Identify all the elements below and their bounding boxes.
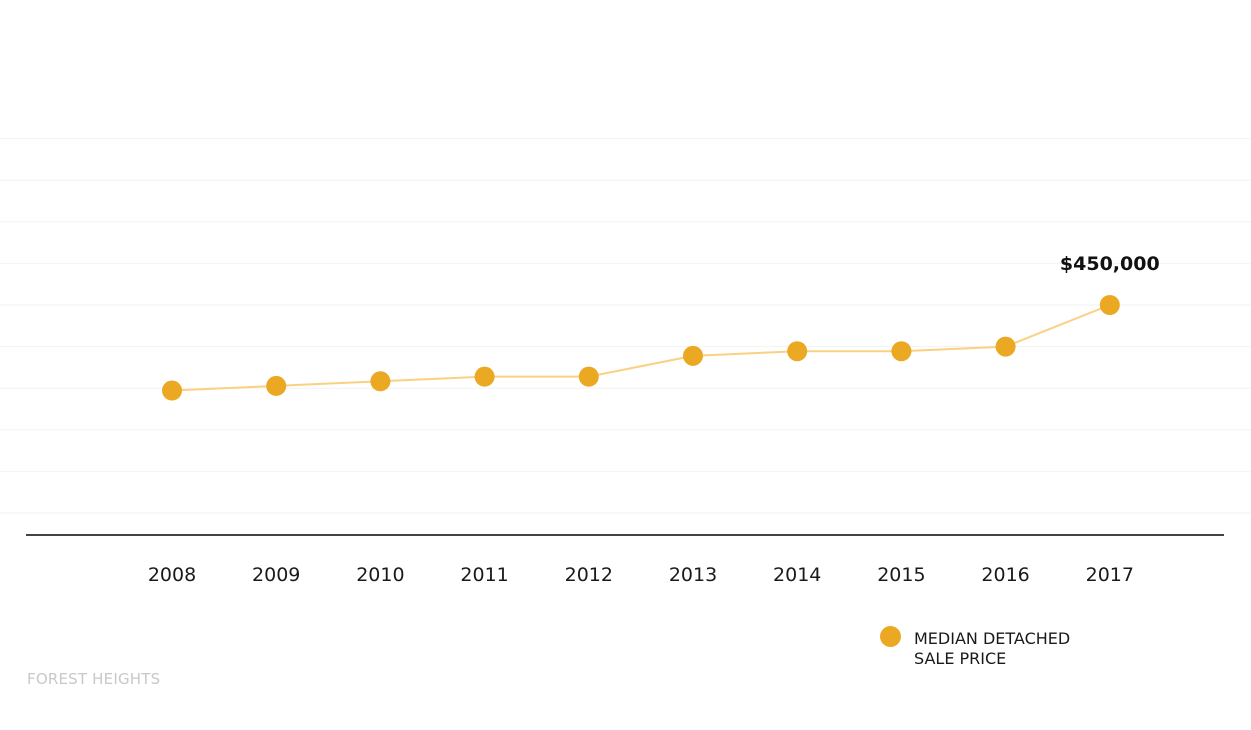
annotations: $450,000 xyxy=(1060,253,1160,275)
data-point-2009 xyxy=(266,375,287,396)
data-point-2010 xyxy=(370,371,391,392)
x-tick-label-2013: 2013 xyxy=(669,564,717,586)
data-point-2011 xyxy=(474,366,495,387)
x-tick-label-2015: 2015 xyxy=(877,564,925,586)
legend-label: MEDIAN DETACHED SALE PRICE xyxy=(914,629,1104,669)
data-point-2014 xyxy=(787,341,808,362)
data-point-2012 xyxy=(578,366,599,387)
x-tick-label-2016: 2016 xyxy=(981,564,1029,586)
data-point-2013 xyxy=(683,345,703,366)
legend-label-line1: MEDIAN DETACHED xyxy=(914,629,1071,648)
legend: MEDIAN DETACHED SALE PRICE xyxy=(880,626,1104,669)
data-point-2016 xyxy=(995,336,1016,357)
legend-marker xyxy=(880,626,901,647)
x-tick-label-2008: 2008 xyxy=(148,564,196,586)
gridlines xyxy=(0,138,1251,514)
data-point-2008 xyxy=(162,380,182,401)
x-tick-label-2009: 2009 xyxy=(252,564,300,586)
data-point-2017 xyxy=(1099,295,1120,315)
x-tick-label-2014: 2014 xyxy=(773,564,821,586)
neighbourhood-label: FOREST HEIGHTS xyxy=(27,670,161,688)
series-line xyxy=(171,304,1111,392)
x-tick-labels: 2008 2009 2010 2011 2012 2013 2014 2015 2016 2017 xyxy=(148,564,1134,586)
x-tick-label-2011: 2011 xyxy=(460,564,508,586)
x-tick-label-2010: 2010 xyxy=(356,564,404,586)
data-label-2017: $450,000 xyxy=(1060,253,1160,275)
legend-label-line2: SALE PRICE xyxy=(914,649,1007,668)
x-tick-label-2012: 2012 xyxy=(565,564,613,586)
data-points xyxy=(162,295,1120,401)
x-tick-label-2017: 2017 xyxy=(1086,564,1134,586)
data-point-2015 xyxy=(891,341,912,362)
